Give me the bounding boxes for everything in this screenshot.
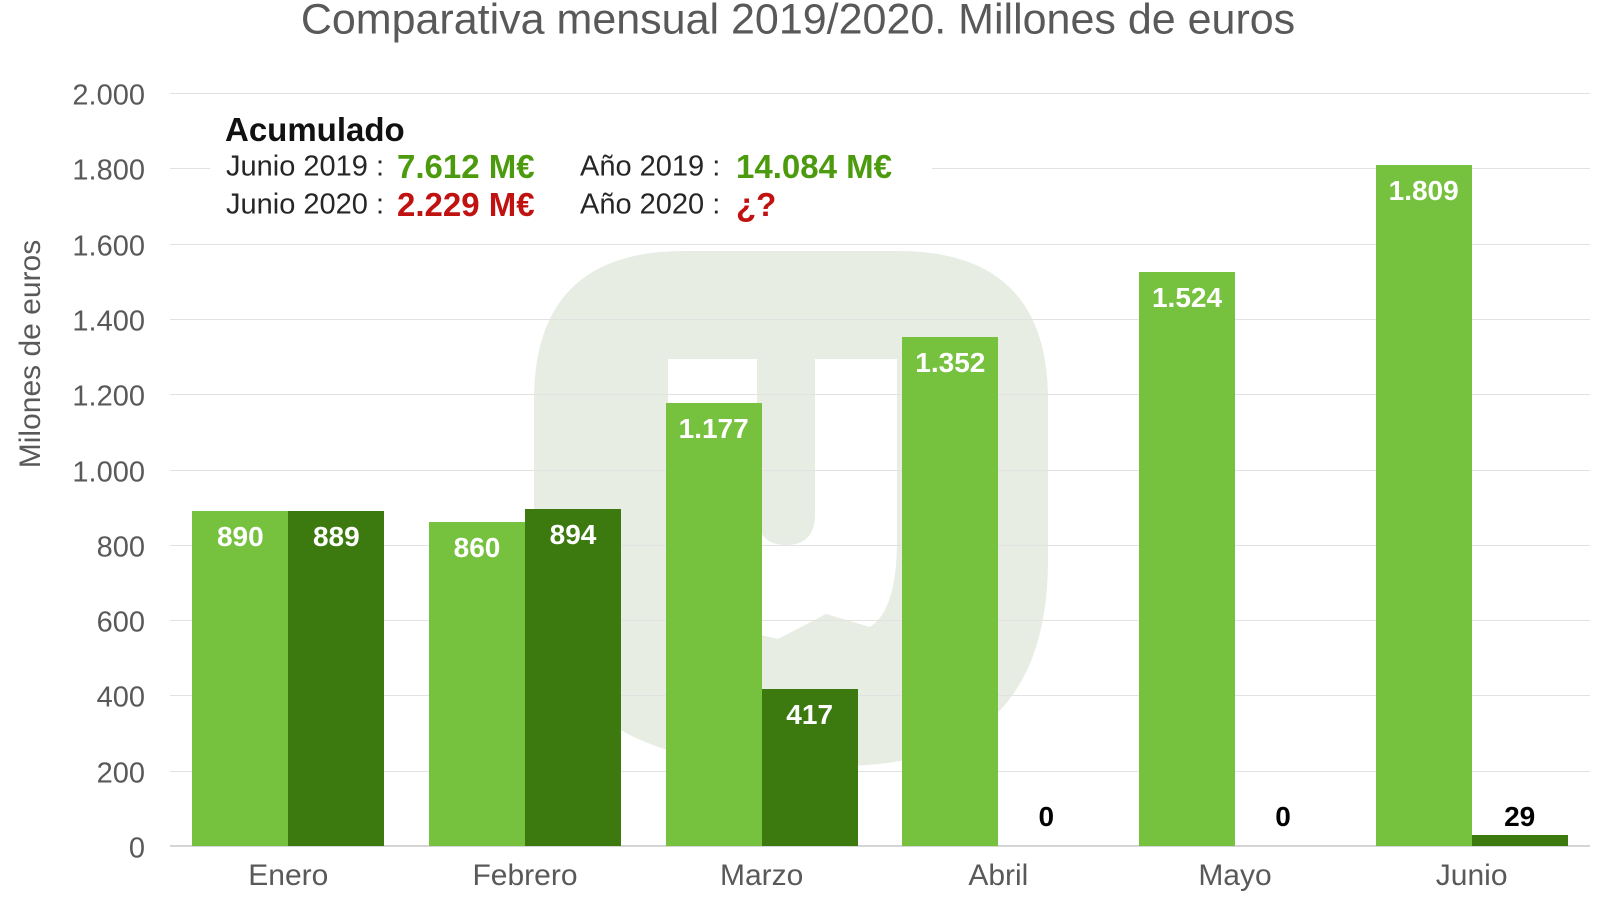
- bar-label-2019-mayo: 1.524: [1151, 282, 1223, 314]
- accumulated-label-junio-2020: Junio 2020 :: [226, 188, 385, 221]
- x-tick-label-enero: Enero: [248, 859, 329, 892]
- y-tick-label-1800: 1.800: [72, 154, 145, 187]
- accumulated-value-ano-2019: 14.084 M€: [736, 148, 892, 185]
- gridline-200: [170, 770, 1590, 772]
- bar-2019-enero: [192, 510, 289, 846]
- bar-label-2020-febrero: 894: [549, 519, 597, 551]
- gridline-1200: [170, 394, 1590, 396]
- gridline-1400: [170, 318, 1590, 320]
- gridline-600: [170, 620, 1590, 622]
- bar-label-2020-enero: 889: [312, 521, 360, 553]
- y-axis-title: Milones de euros: [14, 239, 47, 469]
- y-tick-label-1000: 1.000: [72, 456, 145, 488]
- y-tick-label-2000: 2.000: [72, 79, 145, 112]
- x-tick-label-marzo: Marzo: [719, 859, 804, 892]
- y-tick-label-400: 400: [96, 681, 145, 714]
- bar-2020-febrero: [525, 509, 621, 846]
- accumulated-value-junio-2019: 7.612 M€: [397, 148, 535, 185]
- gridline-1000: [170, 469, 1590, 471]
- bar-2019-junio: [1375, 164, 1472, 846]
- bar-2020-marzo: [761, 688, 858, 846]
- bar-label-2019-marzo: 1.177: [678, 412, 749, 444]
- gridline-1600: [170, 243, 1590, 245]
- accumulated-heading: Acumulado: [225, 111, 405, 148]
- x-tick-label-junio: Junio: [1435, 859, 1508, 892]
- accumulated-panel: Acumulado Junio 2019 : 7.612 M€ Año 2019…: [210, 104, 932, 232]
- bar-label-2020-marzo: 417: [786, 698, 834, 730]
- x-tick-label-mayo: Mayo: [1198, 859, 1272, 892]
- y-tick-label-600: 600: [96, 606, 145, 639]
- bar-label-2020-mayo: 0: [1275, 801, 1291, 832]
- chart-title: Comparativa mensual 2019/2020. Millones …: [300, 0, 1296, 44]
- bar-2019-mayo: [1139, 272, 1235, 846]
- accumulated-label-ano-2019: Año 2019 :: [580, 150, 721, 183]
- bar-2020-junio: [1471, 835, 1568, 846]
- y-tick-label-200: 200: [96, 757, 145, 790]
- y-tick-label-1200: 1.200: [72, 380, 145, 413]
- accumulated-label-junio-2019: Junio 2019 :: [226, 150, 385, 183]
- y-tick-label-1400: 1.400: [72, 305, 145, 338]
- bar-2019-febrero: [429, 522, 525, 846]
- gridline-800: [170, 544, 1590, 546]
- x-tick-label-abril: Abril: [968, 859, 1029, 892]
- bar-2020-enero: [288, 511, 385, 846]
- accumulated-value-junio-2020: 2.229 M€: [397, 186, 535, 223]
- y-tick-label-0: 0: [128, 832, 145, 865]
- bar-label-2019-enero: 890: [216, 520, 264, 552]
- gridline-2000: [170, 93, 1590, 94]
- accumulated-value-ano-2020: ¿?: [736, 186, 777, 223]
- bar-2019-marzo: [665, 402, 762, 846]
- bar-label-2019-febrero: 860: [453, 532, 501, 564]
- gridline-400: [170, 695, 1590, 697]
- x-axis-line: [170, 845, 1590, 847]
- bar-label-2019-abril: 1.352: [915, 346, 986, 378]
- bar-label-2020-abril: 0: [1038, 801, 1055, 832]
- x-tick-label-febrero: Febrero: [472, 859, 578, 892]
- y-tick-label-800: 800: [96, 531, 145, 564]
- y-tick-label-1600: 1.600: [72, 230, 145, 263]
- accumulated-label-ano-2020: Año 2020 :: [580, 188, 721, 221]
- bar-label-2020-junio: 29: [1504, 801, 1536, 832]
- bar-2019-abril: [902, 336, 999, 846]
- bar-label-2019-junio: 1.809: [1388, 174, 1459, 206]
